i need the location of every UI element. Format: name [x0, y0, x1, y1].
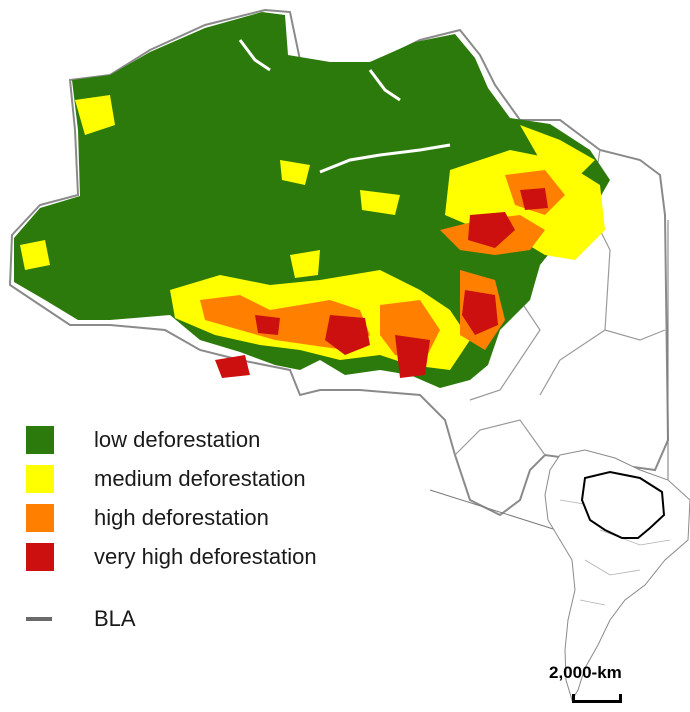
- legend: low deforestation medium deforestation h…: [26, 420, 317, 576]
- legend-item-high: high deforestation: [26, 498, 317, 537]
- bla-label: BLA: [94, 606, 136, 631]
- south-america-inset: [544, 449, 690, 702]
- legend-label: medium deforestation: [94, 465, 306, 491]
- scale-bar-label: 2,000-km: [549, 663, 622, 682]
- legend-item-bla: BLA: [26, 606, 136, 632]
- low-swatch: [26, 425, 54, 454]
- legend-label: high deforestation: [94, 504, 269, 530]
- very-high-swatch: [26, 542, 54, 571]
- legend-item-very-high: very high deforestation: [26, 537, 317, 576]
- rivers: [238, 39, 451, 174]
- high-swatch: [26, 503, 54, 532]
- bla-line-symbol: [26, 617, 52, 621]
- medium-swatch: [26, 464, 54, 493]
- legend-item-low: low deforestation: [26, 420, 317, 459]
- very-high-deforestation-areas: [215, 188, 548, 378]
- scale-bar: [572, 694, 622, 703]
- legend-item-medium: medium deforestation: [26, 459, 317, 498]
- bla-inset-highlight: [580, 470, 666, 539]
- legend-label: low deforestation: [94, 426, 261, 452]
- legend-label: very high deforestation: [94, 543, 317, 569]
